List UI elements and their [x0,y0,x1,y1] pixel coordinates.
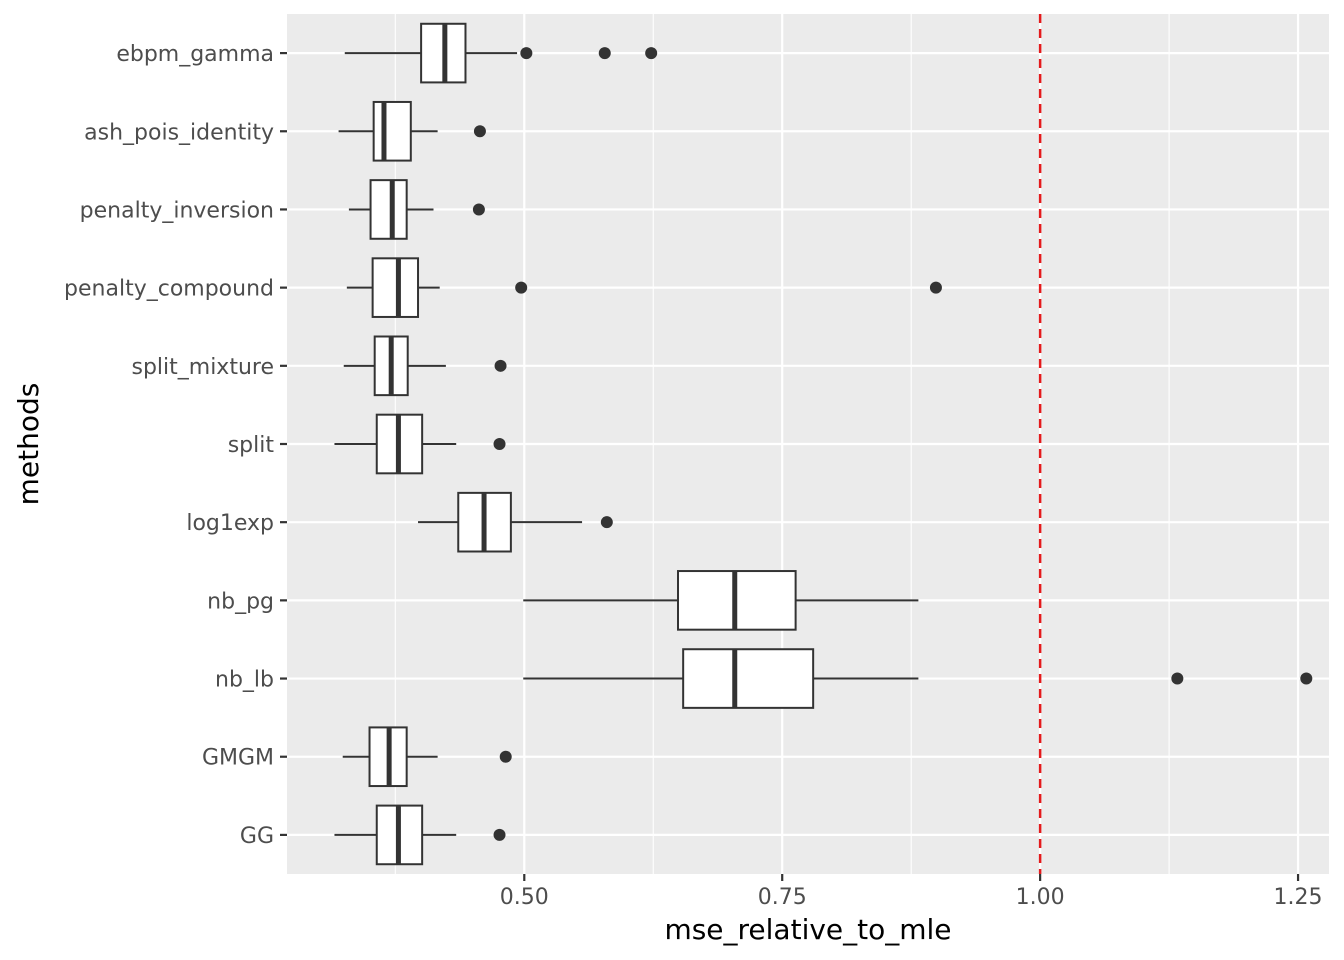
y-tick-label: penalty_compound [64,277,274,302]
y-axis-title: methods [12,383,45,506]
y-tick-label: log1exp [186,511,274,536]
y-tick-label: nb_pg [207,589,274,614]
y-axis: ebpm_gamma ash_pois_identity penalty_inver… [64,42,287,849]
x-axis-title: mse_relative_to_mle [664,913,951,946]
outlier-point [473,125,486,138]
outlier-point [929,281,942,294]
box-iqr [369,179,408,240]
outlier-point [600,516,613,529]
y-tick-label: nb_lb [215,668,274,693]
y-tick-label: split_mixture [131,355,274,380]
box-GG [334,804,506,866]
box-iqr [682,648,815,709]
outlier-point [493,438,506,450]
box-split_mixture [343,335,507,397]
y-tick-label: ash_pois_identity [84,120,274,145]
y-tick-label: split [228,433,275,458]
outlier-point [493,828,506,841]
box-log1exp [418,491,613,553]
outlier-point [645,47,658,60]
x-tick-label: 1.00 [1016,885,1065,910]
box-iqr [372,100,412,162]
x-tick-label: 1.25 [1274,885,1323,910]
box-ebpm_gamma [344,22,658,84]
outlier-point [472,203,485,216]
boxes-layer [334,22,1313,866]
x-tick-label: 0.75 [758,885,807,910]
x-tick-label: 0.50 [500,885,549,910]
box-GMGM [342,726,512,788]
outlier-point [1300,672,1313,685]
box-penalty_inversion [348,179,485,240]
box-iqr [371,257,420,318]
box-penalty_compound [346,257,942,318]
y-tick-label: GMGM [202,746,274,771]
box-nb_pg [523,570,919,631]
outlier-point [1171,672,1184,685]
x-axis: 0.50 0.75 1.00 1.25 [500,874,1323,910]
box-nb_lb [523,648,1313,709]
outlier-point [515,281,528,294]
outlier-point [598,47,611,60]
y-tick-label: ebpm_gamma [116,42,274,67]
box-ash_pois_identity [338,100,486,162]
box-split [334,413,506,475]
y-tick-label: GG [240,824,274,849]
outlier-point [494,359,507,372]
outlier-point [499,750,512,763]
outlier-point [520,47,533,60]
y-tick-label: penalty_inversion [80,198,274,223]
